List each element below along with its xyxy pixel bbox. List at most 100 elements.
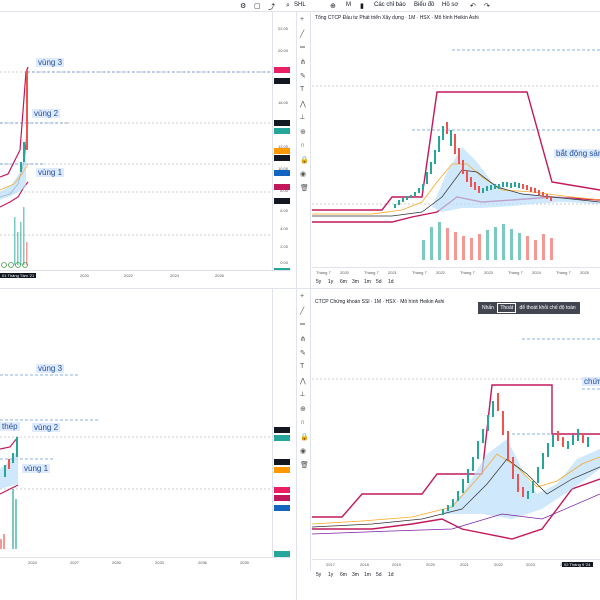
share-icon[interactable]: ⤴ xyxy=(268,4,275,11)
panel-divider-horizontal[interactable] xyxy=(0,288,600,289)
chart-tr[interactable] xyxy=(312,22,600,267)
panel-divider-vertical[interactable] xyxy=(296,12,297,600)
candle-type-icon[interactable]: ▮ xyxy=(360,3,364,10)
price-badge-teal xyxy=(274,128,290,134)
range-5y[interactable]: 5y xyxy=(316,279,322,285)
brush-icon[interactable]: ✎ xyxy=(300,73,306,80)
redo-icon[interactable]: ↷ xyxy=(484,3,490,10)
range-5d-br[interactable]: 5d xyxy=(376,572,382,578)
range-3m[interactable]: 3m xyxy=(352,279,359,285)
price-badge-bl-2 xyxy=(274,435,290,441)
zone-label-securities[interactable]: chứng xyxy=(582,377,600,386)
time-axis-bl[interactable]: 2024 2027 2030 2033 2036 2039 xyxy=(0,557,290,567)
chart-tl[interactable] xyxy=(0,12,272,270)
price-badge-bl-7 xyxy=(274,505,290,511)
horizontal-line-icon-2[interactable]: ═ xyxy=(300,321,305,328)
interval-1m[interactable]: M xyxy=(346,2,351,8)
zone-label-1[interactable]: vùng 1 xyxy=(36,168,65,177)
time-axis-br[interactable]: 2017 2018 2019 2020 2021 2022 2023 2024 … xyxy=(312,559,600,569)
price-badge-orange xyxy=(274,148,290,154)
chart-title-br[interactable]: CTCP Chứng khoán SSI · 1M · HSX · Mô hìn… xyxy=(315,299,445,305)
pitchfork-icon[interactable]: ⋔ xyxy=(300,59,306,66)
zone-label-2[interactable]: vùng 2 xyxy=(32,109,61,118)
magnet-icon-2[interactable]: ∩ xyxy=(300,419,306,426)
panel-bottom-right: CTCP Chứng khoán SSI · 1M · HSX · Mô hìn… xyxy=(312,289,600,600)
panel-top-right: Tổng CTCP Đầu tư Phát triển Xây dựng · 1… xyxy=(312,12,600,288)
profile-button[interactable]: Hồ sơ xyxy=(442,2,459,8)
text-icon-2[interactable]: T xyxy=(300,363,305,370)
range-3m-br[interactable]: 3m xyxy=(352,572,359,578)
zoom-in-icon[interactable]: ⊕ xyxy=(300,129,306,136)
trash-icon-2[interactable]: 🗑 xyxy=(300,462,309,469)
brush-icon-2[interactable]: ✎ xyxy=(300,350,306,357)
range-1m-br[interactable]: 1m xyxy=(364,572,371,578)
zone-label-2-bl[interactable]: vùng 2 xyxy=(32,423,61,432)
symbol-search[interactable]: SHL xyxy=(294,2,306,8)
layout-icon[interactable]: ▢ xyxy=(254,3,261,10)
eye-icon-2[interactable]: ◉ xyxy=(300,448,307,455)
zone-label-real-estate[interactable]: bắt động sản xyxy=(554,149,600,158)
range-1y[interactable]: 1y xyxy=(328,279,334,285)
candles-br xyxy=(442,393,589,515)
lock-icon[interactable]: 🔒 xyxy=(300,157,309,164)
panel-top-left: vùng 3 vùng 2 vùng 1 22.00 20.00 18.00 1… xyxy=(0,12,290,288)
trendline-icon[interactable]: ╱ xyxy=(300,31,305,38)
trendline-icon-2[interactable]: ╱ xyxy=(300,308,305,315)
lock-icon-2[interactable]: 🔒 xyxy=(300,434,309,441)
price-badge-bl-1 xyxy=(274,427,290,433)
text-icon[interactable]: T xyxy=(300,86,305,93)
price-badge-magenta xyxy=(274,184,290,190)
pattern-icon[interactable]: ⋀ xyxy=(300,101,306,108)
search-icon[interactable]: ⌕ xyxy=(286,2,290,9)
range-1m[interactable]: 1m xyxy=(364,279,371,285)
pattern-icon-2[interactable]: ⋀ xyxy=(300,378,306,385)
range-6m-br[interactable]: 6m xyxy=(340,572,347,578)
range-5y-br[interactable]: 5y xyxy=(316,572,322,578)
time-axis-tl[interactable]: 01 Tháng Tám '21 2020 2022 2024 2026 xyxy=(0,270,290,280)
tag-steel[interactable]: thép xyxy=(0,422,20,431)
fullscreen-toast: Nhấn Thoát để thoát khỏi chế độ toàn xyxy=(478,302,580,314)
price-badge-black-1 xyxy=(274,78,290,84)
zoom-in-icon-2[interactable]: ⊕ xyxy=(300,406,306,413)
price-badge-black-2 xyxy=(274,120,290,126)
eye-icon[interactable]: ◉ xyxy=(300,171,307,178)
undo-icon[interactable]: ↶ xyxy=(470,3,476,10)
top-toolbar: ⚙ ▢ ⤴ ⌕ SHL ⊕ M ▮ Các chỉ báo Biểu đồ Hồ… xyxy=(0,0,600,12)
price-badge-bl-4 xyxy=(274,467,290,473)
date-badge-tl: 01 Tháng Tám '21 xyxy=(0,273,37,278)
range-1d[interactable]: 1d xyxy=(388,279,394,285)
price-badge-bl-6 xyxy=(274,495,290,501)
candles-tr xyxy=(394,122,552,208)
range-1d-br[interactable]: 1d xyxy=(388,572,394,578)
time-axis-tr[interactable]: Tháng 7 2020 Tháng 7 2021 Tháng 7 2022 T… xyxy=(312,267,600,277)
price-axis-tl[interactable]: 22.00 20.00 18.00 16.00 14.00 12.00 10.0… xyxy=(272,12,290,274)
zone-label-1-bl[interactable]: vùng 1 xyxy=(22,464,51,473)
price-badge-black-3 xyxy=(274,155,290,161)
range-1y-br[interactable]: 1y xyxy=(328,572,334,578)
horizontal-line-icon[interactable]: ═ xyxy=(300,44,305,51)
add-compare-icon[interactable]: ⊕ xyxy=(330,3,336,10)
chart-br[interactable] xyxy=(312,319,600,549)
zone-label-3[interactable]: vùng 3 xyxy=(36,58,65,67)
range-bar-br: 5y 1y 6m 3m 1m 5d 1d xyxy=(312,570,600,580)
ruler-icon[interactable]: ⟂ xyxy=(300,114,305,121)
chart-bl[interactable] xyxy=(0,289,272,557)
chart-title-tr[interactable]: Tổng CTCP Đầu tư Phát triển Xây dựng · 1… xyxy=(315,15,479,21)
crosshair-icon-2[interactable]: + xyxy=(300,293,305,300)
price-badge-blue xyxy=(274,170,290,176)
zone-label-3-bl[interactable]: vùng 3 xyxy=(36,364,65,373)
drawing-toolbar-bottom: + ╱ ═ ⋔ ✎ T ⋀ ⟂ ⊕ ∩ 🔒 ◉ 🗑 xyxy=(297,289,311,571)
range-6m[interactable]: 6m xyxy=(340,279,347,285)
price-badge-red-1 xyxy=(274,67,290,73)
pitchfork-icon-2[interactable]: ⋔ xyxy=(300,336,306,343)
chart-button[interactable]: Biểu đồ xyxy=(414,2,435,8)
trash-icon[interactable]: 🗑 xyxy=(300,185,309,192)
magnet-icon[interactable]: ∩ xyxy=(300,142,306,149)
ruler-icon-2[interactable]: ⟂ xyxy=(300,391,305,398)
indicators-button[interactable]: Các chỉ báo xyxy=(374,2,406,8)
price-axis-bl[interactable] xyxy=(272,289,290,557)
range-5d[interactable]: 5d xyxy=(376,279,382,285)
crosshair-icon[interactable]: + xyxy=(300,16,305,23)
price-badge-bl-8 xyxy=(274,551,290,557)
settings-icon[interactable]: ⚙ xyxy=(240,3,247,10)
